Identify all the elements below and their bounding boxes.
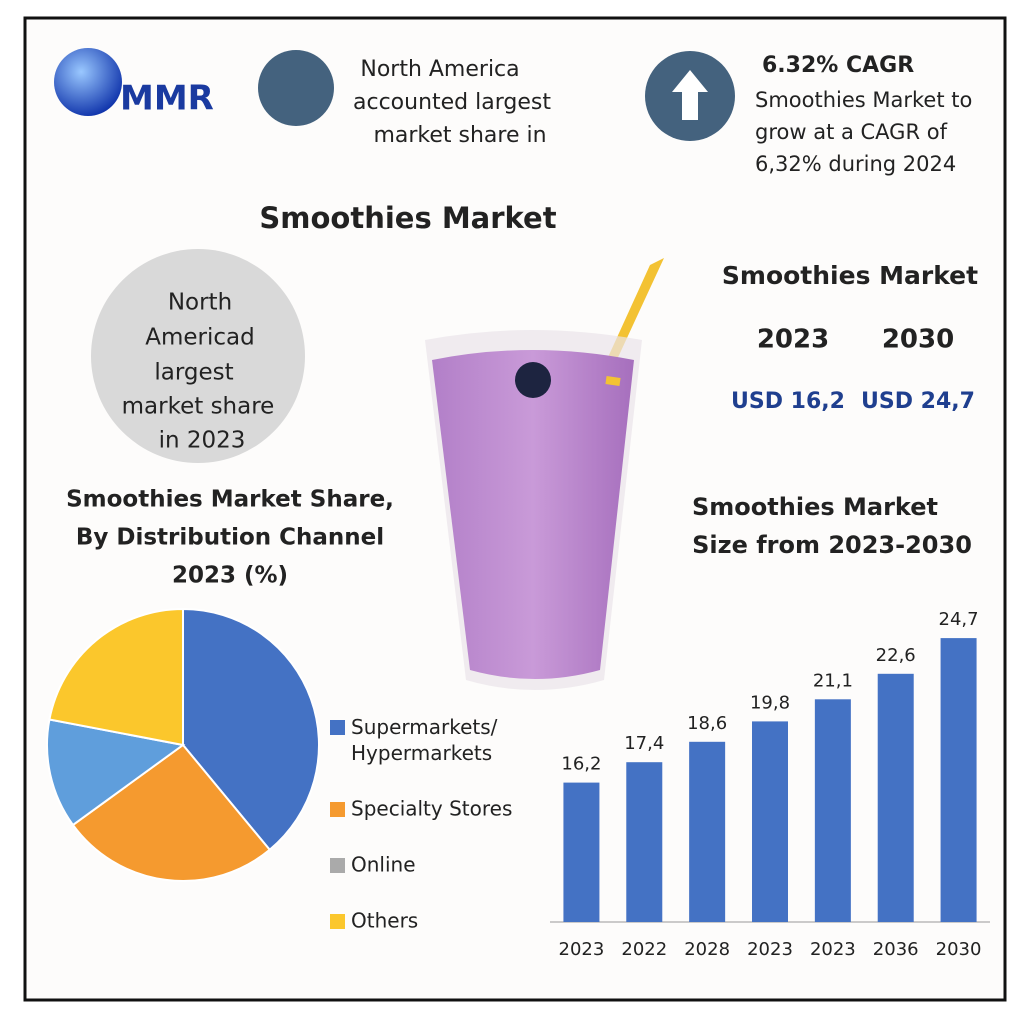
bar <box>563 782 600 922</box>
pie-slice <box>46 718 186 827</box>
market-box-title: Smoothies Market <box>722 261 978 290</box>
bar-title: Size from 2023-2030 <box>692 531 972 559</box>
circle-line: largest <box>154 360 233 386</box>
legend-swatch <box>330 720 345 735</box>
bar-value-label: 18,6 <box>687 713 727 734</box>
circle-line: Americad <box>145 325 254 351</box>
bar-value-label: 16,2 <box>561 754 601 775</box>
cagr-line: 6,32% during 2024 <box>755 152 956 176</box>
bar-value-label: 22,6 <box>876 645 916 666</box>
bar-value-label: 17,4 <box>624 733 664 754</box>
bar <box>814 699 851 922</box>
circle-line: in 2023 <box>159 428 246 454</box>
bar <box>940 638 977 922</box>
bar <box>626 762 663 922</box>
header-left-line: North America <box>360 57 519 82</box>
bar <box>877 673 914 922</box>
bar-value-label: 24,7 <box>939 609 979 630</box>
pie-slice <box>48 607 184 747</box>
legend-swatch <box>330 858 345 873</box>
header-left-line: market share in <box>373 123 546 148</box>
legend-label: Specialty Stores <box>351 797 512 821</box>
legend-swatch <box>330 802 345 817</box>
market-value: USD 16,2 <box>731 389 845 414</box>
x-tick-label: 2023 <box>559 939 605 960</box>
circle-line: North <box>168 290 232 316</box>
x-tick-label: 2028 <box>684 939 730 960</box>
x-tick-label: 2022 <box>621 939 667 960</box>
pie-slice <box>182 607 320 852</box>
icon-circle <box>258 50 334 126</box>
smoothie-illustration <box>425 258 664 690</box>
market-value: USD 24,7 <box>861 389 975 414</box>
x-tick-label: 2023 <box>810 939 856 960</box>
bar-value-label: 19,8 <box>750 692 790 713</box>
market-year: 2023 <box>757 325 829 355</box>
pie-title: 2023 (%) <box>172 563 288 589</box>
pie-title: By Distribution Channel <box>76 525 384 551</box>
cagr-line: Smoothies Market to <box>755 88 972 112</box>
logo-globe <box>54 48 122 116</box>
bar <box>752 721 788 922</box>
x-tick-label: 2023 <box>747 939 793 960</box>
legend-label: Others <box>351 909 418 933</box>
cagr-line: grow at a CAGR of <box>755 120 948 144</box>
header-left-line: accounted largest <box>353 90 551 115</box>
legend-swatch <box>330 914 345 929</box>
bar-value-label: 21,1 <box>813 670 853 691</box>
main-title: Smoothies Market <box>259 201 556 235</box>
circle-line: market share <box>122 394 275 420</box>
x-tick-label: 2036 <box>873 939 919 960</box>
market-year: 2030 <box>882 325 954 355</box>
up-arrow <box>672 70 708 120</box>
pie-title: Smoothies Market Share, <box>66 487 394 513</box>
legend-label: Supermarkets/Hypermarkets <box>351 715 498 765</box>
legend-label: Online <box>351 853 416 877</box>
x-tick-label: 2030 <box>936 939 982 960</box>
cagr-title: 6.32% CAGR <box>762 53 914 78</box>
pie-slice <box>71 743 272 882</box>
bar <box>689 741 726 922</box>
info-circle <box>91 249 305 463</box>
bar-title: Smoothies Market <box>692 493 938 521</box>
logo-text: MMR <box>120 79 214 119</box>
